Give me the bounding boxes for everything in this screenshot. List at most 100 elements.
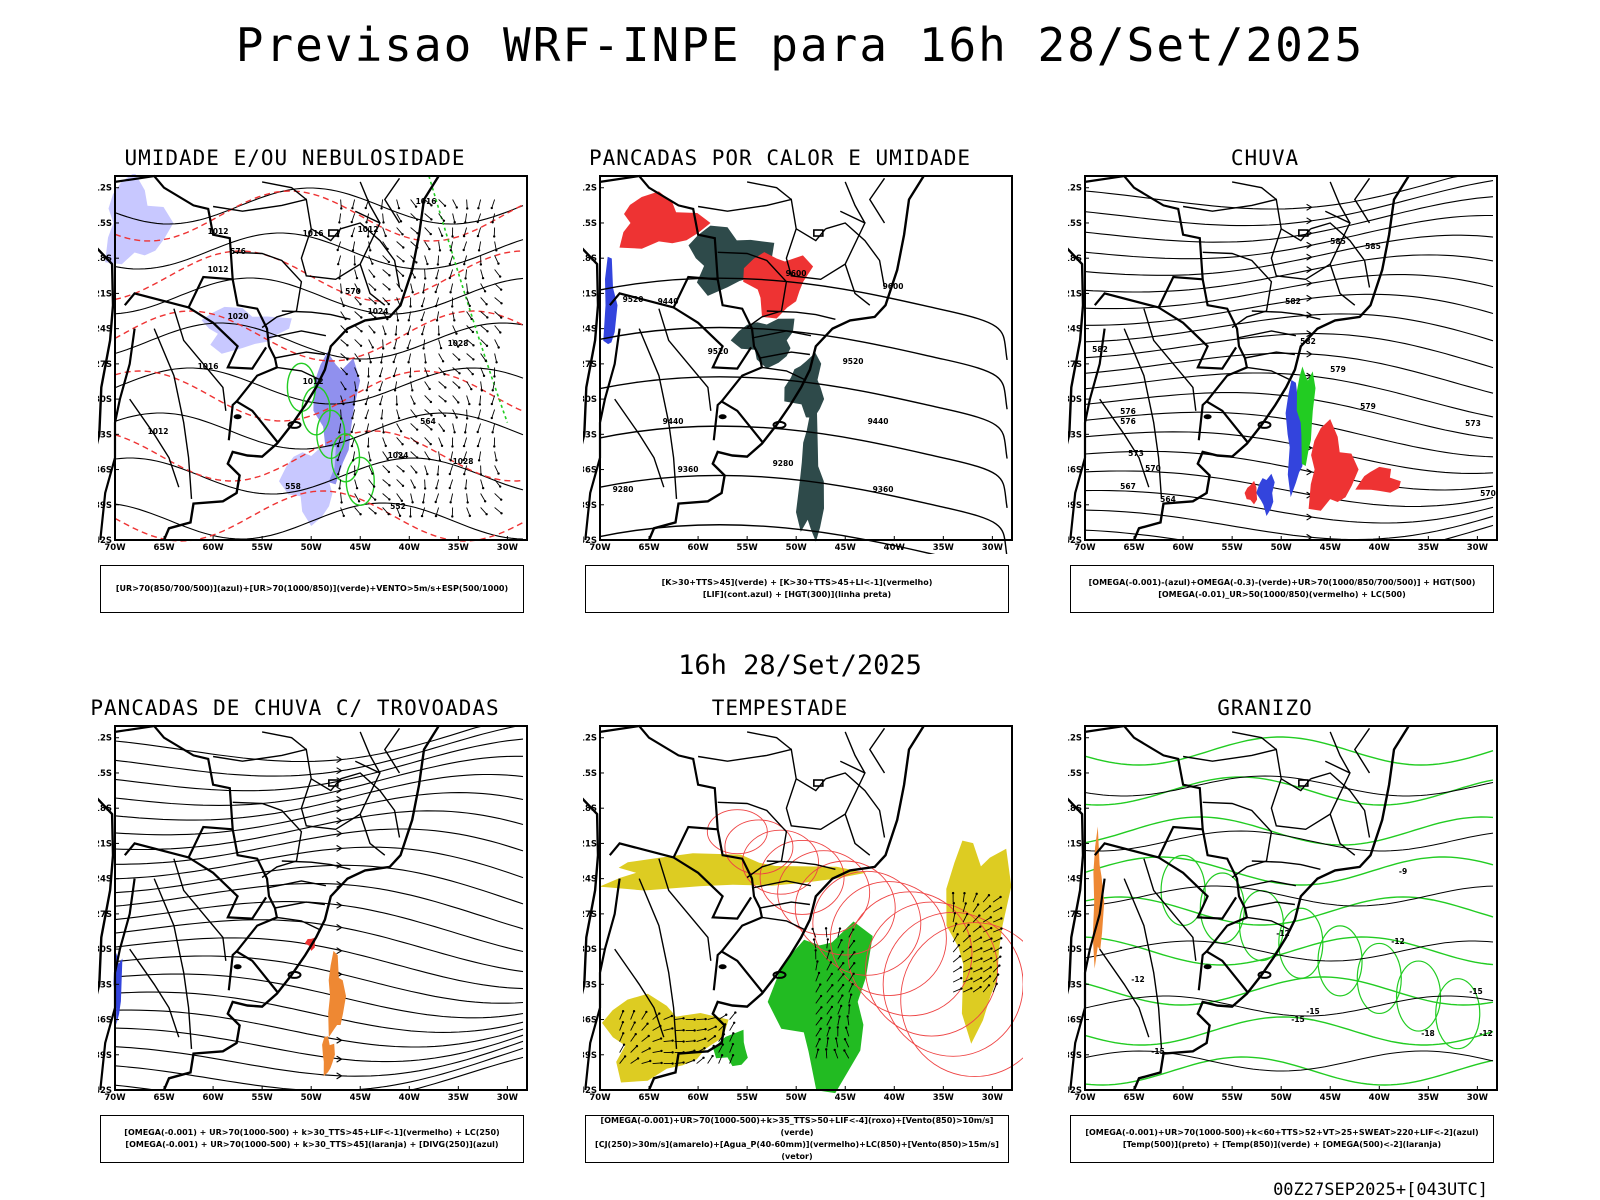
weather-map: 585 585 582 582 579 579 576 573 570 567 564 582 576 5… [1024, 174, 1498, 553]
legend-line: [OMEGA(-0.001)+UR>70(1000-500)+k<60+TTS>… [1085, 1128, 1479, 1137]
contour-label: 9520 [843, 357, 864, 366]
contour-label: -18 [1421, 1029, 1435, 1038]
svg-text:24S: 24S [583, 325, 597, 335]
svg-text:39S: 39S [1068, 1051, 1082, 1061]
legend-line: [CJ(250)>30m/s](amarelo)+[Agua_P(40-60mm… [595, 1140, 999, 1161]
panel-legend: [OMEGA(-0.001)+UR>70(1000-500)+k<60+TTS>… [1070, 1115, 1494, 1163]
map-svg: 585 585 582 582 579 579 576 573 570 567 564 582 576 5… [1024, 174, 1498, 553]
contour-label: -12 [1479, 1029, 1493, 1038]
legend-line: [OMEGA(-0.001) + UR>70(1000-500) + k>30_… [124, 1128, 500, 1137]
panel-legend: [OMEGA(-0.001)+UR>70(1000-500)+k>35_TTS>… [585, 1115, 1009, 1163]
svg-text:30W: 30W [982, 1093, 1004, 1103]
svg-text:55W: 55W [252, 1093, 274, 1103]
contour-label: 564 [420, 417, 436, 426]
contour-label: 579 [1360, 402, 1376, 411]
svg-text:39S: 39S [583, 501, 597, 511]
svg-text:21S: 21S [583, 839, 597, 849]
svg-text:27S: 27S [1068, 360, 1082, 370]
contour-label: 1012 [208, 227, 229, 236]
svg-text:33S: 33S [1068, 980, 1082, 990]
svg-text:50W: 50W [1271, 543, 1293, 553]
svg-text:60W: 60W [1172, 1093, 1194, 1103]
svg-text:50W: 50W [786, 1093, 808, 1103]
svg-text:65W: 65W [1123, 543, 1145, 553]
contour-label: 1024 [368, 307, 389, 316]
svg-text:15S: 15S [98, 769, 112, 779]
contour-label: 558 [285, 482, 301, 491]
contour-label: 9600 [786, 269, 807, 278]
contour-label: 1012 [303, 377, 324, 386]
contour-label: 9360 [678, 465, 699, 474]
svg-text:39S: 39S [98, 501, 112, 511]
contour-label: 9360 [873, 485, 894, 494]
contour-label: 564 [1160, 495, 1176, 504]
svg-text:21S: 21S [583, 289, 597, 299]
panel-legend: [OMEGA(-0.001) + UR>70(1000-500) + k>30_… [100, 1115, 524, 1163]
svg-text:42S: 42S [98, 1086, 112, 1096]
svg-text:21S: 21S [98, 839, 112, 849]
contour-label: 585 [1330, 237, 1346, 246]
svg-text:30W: 30W [1467, 543, 1489, 553]
svg-text:60W: 60W [687, 1093, 709, 1103]
svg-text:12S: 12S [1068, 184, 1082, 194]
contour-label: 582 [1300, 337, 1316, 346]
contour-label: 576 [1120, 417, 1136, 426]
svg-text:27S: 27S [583, 910, 597, 920]
svg-text:39S: 39S [1068, 501, 1082, 511]
contour-label: 9600 [883, 282, 904, 291]
contour-label: 9440 [663, 417, 684, 426]
svg-text:24S: 24S [98, 325, 112, 335]
svg-text:65W: 65W [153, 543, 175, 553]
svg-text:35W: 35W [448, 543, 470, 553]
contour-label: 1028 [448, 339, 469, 348]
svg-text:35W: 35W [933, 1093, 955, 1103]
svg-text:27S: 27S [1068, 910, 1082, 920]
contour-label: 1016 [198, 362, 219, 371]
svg-text:24S: 24S [1068, 875, 1082, 885]
svg-text:45W: 45W [350, 543, 372, 553]
svg-text:36S: 36S [98, 466, 112, 476]
weather-map: -9-12-12-12-15-15-15-18-15-1212S15S18S21… [1024, 724, 1498, 1103]
contour-label: 582 [1285, 297, 1301, 306]
contour-label: 576 [1120, 407, 1136, 416]
svg-text:36S: 36S [98, 1016, 112, 1026]
panel-title: UMIDADE E/OU NEBULOSIDADE [124, 146, 466, 170]
panel-chuva: CHUVA 585 585 582 582 579 579 576 573 570 567 564 5… [1024, 146, 1498, 613]
svg-text:18S: 18S [1068, 254, 1082, 264]
map-svg: 1012 1016 1012 1016 1012 1020 1024 1028 1016 1012… [54, 172, 528, 553]
legend-line: [UR>70(850/700/500)](azul)+[UR>70(1000/8… [115, 584, 509, 593]
weather-map: 1012 1016 1012 1016 1012 1020 1024 1028 1016 1012… [54, 172, 528, 553]
svg-text:18S: 18S [98, 254, 112, 264]
contour-label: -15 [1291, 1015, 1305, 1024]
svg-text:18S: 18S [583, 804, 597, 814]
panel-title: GRANIZO [1217, 696, 1313, 720]
panel-pancadas-calor: PANCADAS POR CALOR E UMIDADE 9600 9600 952… [539, 146, 1013, 613]
contour-label: 9280 [613, 485, 634, 494]
svg-text:39S: 39S [583, 1051, 597, 1061]
svg-text:33S: 33S [583, 980, 597, 990]
svg-text:40W: 40W [399, 1093, 421, 1103]
map-svg: -9-12-12-12-15-15-15-18-15-1212S15S18S21… [1024, 724, 1498, 1103]
svg-text:60W: 60W [202, 543, 224, 553]
contour-label: 576 [230, 247, 246, 256]
svg-text:12S: 12S [583, 734, 597, 744]
map-svg: 12S 15S 18S 21S 24S 27S 30S 33S 36S 39S 42S70W 65W 6… [54, 724, 528, 1103]
svg-text:65W: 65W [1123, 1093, 1145, 1103]
svg-text:39S: 39S [98, 1051, 112, 1061]
legend-line: [OMEGA(-0.001) + UR>70(1000-500) + k>30_… [125, 1140, 499, 1149]
contour-label: -12 [1391, 937, 1405, 946]
svg-text:21S: 21S [98, 289, 112, 299]
panel-title: PANCADAS DE CHUVA C/ TROVOADAS [90, 696, 500, 720]
svg-text:45W: 45W [835, 1093, 857, 1103]
svg-text:40W: 40W [399, 543, 421, 553]
legend-line: [OMEGA(-0.01)_UR>50(1000/850)(vermelho) … [1158, 590, 1406, 599]
svg-text:40W: 40W [1369, 1093, 1391, 1103]
contour-label: -12 [1276, 929, 1290, 938]
legend-line: [OMEGA(-0.001)+UR>70(1000-500)+k>35_TTS>… [600, 1116, 994, 1137]
panel-legend: [UR>70(850/700/500)](azul)+[UR>70(1000/8… [100, 565, 524, 613]
svg-text:18S: 18S [98, 804, 112, 814]
svg-text:42S: 42S [583, 536, 597, 546]
svg-text:45W: 45W [1320, 543, 1342, 553]
svg-text:55W: 55W [737, 543, 759, 553]
svg-text:30W: 30W [1467, 1093, 1489, 1103]
